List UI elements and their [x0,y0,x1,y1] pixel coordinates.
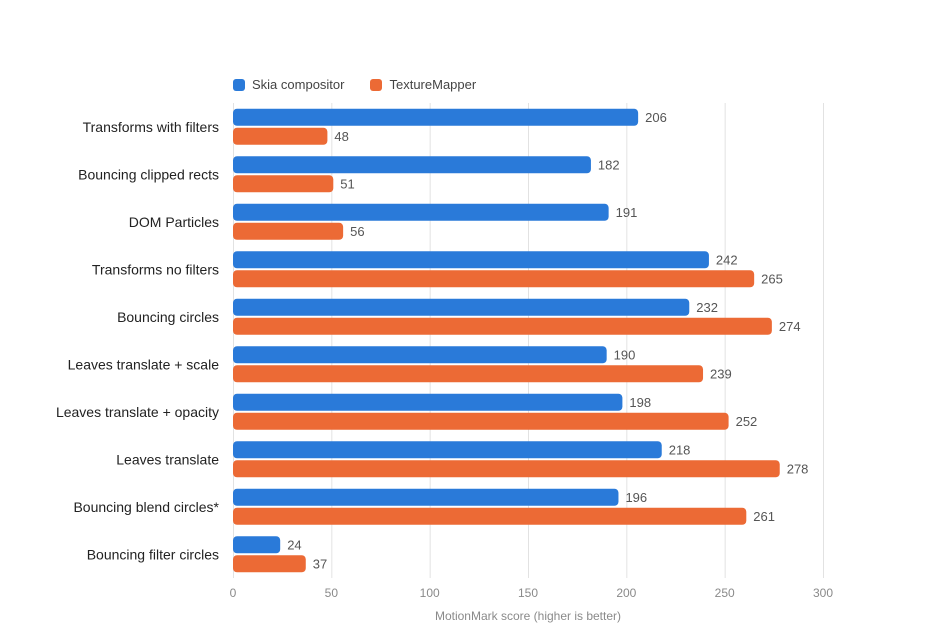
category-label-bouncing-clipped-rects: Bouncing clipped rects [78,166,219,182]
bar-texturemapper-leaves-translate-scale[interactable] [233,365,704,383]
x-tick-label: 100 [420,586,440,600]
category-labels: Transforms with filters Bouncing clipped … [56,119,220,563]
x-tick-label: 150 [518,586,538,600]
bar-skia-compositor-leaves-translate[interactable] [233,441,662,459]
bars [233,108,780,573]
bar-skia-compositor-leaves-translate-opacity[interactable] [233,393,623,411]
data-label-skia-compositor-bouncing-blend-circles: 196 [625,490,647,505]
data-label-texturemapper-dom-particles: 56 [350,224,364,239]
x-tick-label: 200 [616,586,636,600]
category-label-leaves-translate-opacity: Leaves translate + opacity [56,404,219,420]
bar-skia-compositor-bouncing-circles[interactable] [233,298,690,316]
legend-item-skia-compositor[interactable]: Skia compositor [233,77,344,92]
legend-label-skia-compositor: Skia compositor [252,77,345,92]
x-tick-label: 300 [813,586,833,600]
bar-skia-compositor-transforms-no-filters[interactable] [233,251,709,269]
bar-texturemapper-bouncing-clipped-rects[interactable] [233,175,334,193]
legend-item-texturemapper[interactable]: TextureMapper [370,77,476,92]
bar-texturemapper-leaves-translate-opacity[interactable] [233,412,729,430]
legend-swatch-texturemapper [370,78,383,91]
bar-texturemapper-dom-particles[interactable] [233,222,344,240]
category-label-leaves-translate-scale: Leaves translate + scale [68,356,220,372]
data-label-skia-compositor-transforms-no-filters: 242 [716,252,738,267]
bar-texturemapper-leaves-translate[interactable] [233,460,780,478]
bar-skia-compositor-dom-particles[interactable] [233,203,609,221]
category-label-dom-particles: DOM Particles [129,214,219,230]
x-tick-label: 0 [230,586,237,600]
bar-texturemapper-transforms-with-filters[interactable] [233,127,328,145]
data-label-texturemapper-transforms-with-filters: 48 [334,129,348,144]
data-label-texturemapper-leaves-translate-scale: 239 [710,366,732,381]
data-label-skia-compositor-leaves-translate-scale: 190 [614,347,636,362]
data-label-skia-compositor-bouncing-circles: 232 [696,300,718,315]
data-label-skia-compositor-transforms-with-filters: 206 [645,110,667,125]
data-label-skia-compositor-leaves-translate: 218 [669,442,691,457]
legend: Skia compositor TextureMapper [233,77,476,92]
x-axis-title: MotionMark score (higher is better) [435,609,621,623]
bar-texturemapper-transforms-no-filters[interactable] [233,270,755,288]
category-label-leaves-translate: Leaves translate [116,451,219,467]
data-label-skia-compositor-dom-particles: 191 [616,205,638,220]
data-label-texturemapper-bouncing-blend-circles: 261 [753,509,775,524]
category-label-transforms-with-filters: Transforms with filters [83,119,219,135]
data-label-skia-compositor-leaves-translate-opacity: 198 [629,395,651,410]
data-label-skia-compositor-bouncing-clipped-rects: 182 [598,157,620,172]
gridlines [233,103,824,578]
data-label-texturemapper-bouncing-circles: 274 [779,319,801,334]
x-tick-label: 250 [715,586,735,600]
bar-skia-compositor-bouncing-blend-circles[interactable] [233,488,619,506]
bar-skia-compositor-bouncing-clipped-rects[interactable] [233,156,591,174]
bar-skia-compositor-bouncing-filter-circles[interactable] [233,536,281,554]
bar-texturemapper-bouncing-circles[interactable] [233,317,772,335]
data-label-texturemapper-transforms-no-filters: 265 [761,271,783,286]
bar-skia-compositor-leaves-translate-scale[interactable] [233,346,607,364]
bar-skia-compositor-transforms-with-filters[interactable] [233,108,639,126]
legend-label-texturemapper: TextureMapper [389,77,477,92]
x-tick-label: 50 [325,586,339,600]
data-label-skia-compositor-bouncing-filter-circles: 24 [287,537,301,552]
data-label-texturemapper-leaves-translate: 278 [787,461,809,476]
category-label-bouncing-filter-circles: Bouncing filter circles [87,546,219,562]
category-label-bouncing-circles: Bouncing circles [117,309,219,325]
data-label-texturemapper-bouncing-filter-circles: 37 [313,556,327,571]
data-labels: 206 48 182 51 191 56 242 265 232 274 190 239 198 252 2… [287,110,808,572]
category-label-bouncing-blend-circles: Bouncing blend circles* [73,499,219,515]
category-label-transforms-no-filters: Transforms no filters [92,261,219,277]
data-label-texturemapper-bouncing-clipped-rects: 51 [340,176,354,191]
legend-swatch-skia-compositor [233,78,245,91]
bar-texturemapper-bouncing-blend-circles[interactable] [233,507,747,525]
bar-texturemapper-bouncing-filter-circles[interactable] [233,555,306,573]
x-axis-ticks: 0 50 100 150 200 250 300 [230,586,834,600]
data-label-texturemapper-leaves-translate-opacity: 252 [736,414,758,429]
